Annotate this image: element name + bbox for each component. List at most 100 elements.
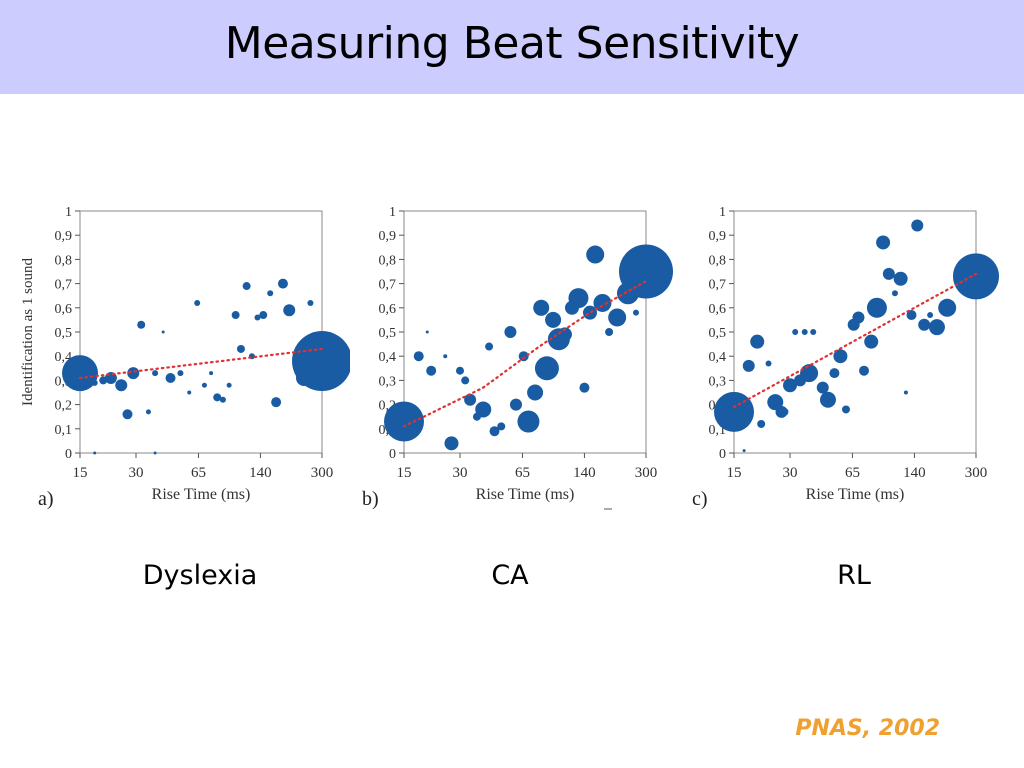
y-tick-label: 0,2 bbox=[55, 399, 73, 414]
data-point bbox=[517, 410, 540, 433]
data-point bbox=[455, 366, 464, 375]
data-point bbox=[545, 311, 562, 328]
data-point bbox=[277, 278, 288, 289]
data-point bbox=[91, 379, 98, 386]
data-point bbox=[231, 311, 240, 320]
data-point bbox=[93, 451, 97, 455]
data-point bbox=[443, 354, 448, 359]
data-point bbox=[62, 355, 98, 392]
data-point bbox=[616, 282, 639, 305]
y-tick-label: 0,9 bbox=[709, 229, 727, 244]
data-point bbox=[177, 370, 184, 377]
chart-ca: 00,10,20,30,40,50,60,70,80,9115306514030… bbox=[334, 195, 674, 515]
data-point bbox=[911, 219, 924, 232]
data-point bbox=[864, 334, 879, 349]
y-tick-label: 0,7 bbox=[379, 278, 397, 293]
data-point bbox=[586, 245, 605, 264]
chart-svg: 00,10,20,30,40,50,60,70,80,9115306514030… bbox=[362, 205, 673, 510]
data-point bbox=[593, 293, 612, 312]
trend-line bbox=[402, 280, 648, 428]
data-point bbox=[579, 382, 590, 393]
plot-frame bbox=[79, 210, 323, 454]
data-point bbox=[866, 297, 887, 318]
data-point bbox=[903, 390, 908, 395]
y-axis-label: Identification as 1 sound bbox=[20, 258, 36, 406]
data-point bbox=[829, 368, 840, 379]
data-point bbox=[605, 328, 614, 336]
data-point bbox=[750, 334, 765, 349]
data-point bbox=[472, 412, 481, 421]
data-point bbox=[259, 311, 268, 320]
data-point bbox=[583, 305, 598, 320]
data-point bbox=[254, 314, 261, 321]
chart-svg: 00,10,20,30,40,50,60,70,80,9115306514030… bbox=[692, 205, 999, 510]
y-tick-label: 1 bbox=[719, 205, 726, 220]
data-point bbox=[928, 319, 945, 336]
trend-line bbox=[732, 272, 978, 409]
data-point bbox=[194, 299, 201, 306]
data-point bbox=[413, 351, 424, 362]
y-tick-label: 0,3 bbox=[379, 374, 397, 389]
data-point bbox=[906, 310, 917, 321]
data-point bbox=[461, 376, 470, 385]
y-tick-label: 0,5 bbox=[55, 326, 73, 341]
x-tick-label: 30 bbox=[782, 465, 797, 481]
caption-dyslexia: Dyslexia bbox=[142, 560, 258, 591]
chart-dyslexia: 0 0,1 0,2 0,3 0,4 0,5 0,6 0,7 0,8 0,9 1 15 30 65 140 30… bbox=[10, 195, 350, 515]
y-tick-label: 1 bbox=[65, 205, 72, 220]
x-tick-label: 15 bbox=[727, 465, 742, 481]
data-point bbox=[780, 407, 789, 416]
data-point bbox=[267, 290, 274, 297]
data-point bbox=[497, 422, 506, 431]
x-tick-label: 300 bbox=[965, 465, 988, 481]
x-axis-label: Rise Time (ms) bbox=[476, 486, 575, 503]
data-point bbox=[527, 384, 544, 401]
data-point bbox=[927, 312, 934, 319]
data-point bbox=[489, 426, 500, 437]
data-point bbox=[816, 381, 829, 394]
data-point bbox=[852, 311, 865, 324]
y-tick-label: 0,5 bbox=[709, 326, 727, 341]
y-tick-label: 0,8 bbox=[379, 253, 397, 268]
data-point bbox=[757, 419, 766, 428]
y-tick-label: 0 bbox=[389, 447, 396, 462]
y-tick-label: 0,6 bbox=[55, 302, 73, 317]
x-tick-label: 300 bbox=[311, 465, 334, 481]
data-point bbox=[213, 393, 222, 402]
y-tick-label: 0,1 bbox=[55, 423, 73, 438]
data-point bbox=[226, 382, 232, 388]
data-point bbox=[953, 253, 999, 300]
y-tick-label: 0 bbox=[65, 447, 72, 462]
data-point bbox=[165, 372, 176, 383]
y-tick-label: 0,8 bbox=[55, 253, 73, 268]
x-axis-label: Rise Time (ms) bbox=[806, 486, 905, 503]
y-tick-label: 0,8 bbox=[709, 253, 727, 268]
y-tick-label: 0,3 bbox=[709, 374, 727, 389]
data-point bbox=[557, 327, 572, 342]
panel-label: a) bbox=[38, 488, 54, 510]
data-point bbox=[833, 349, 848, 364]
x-tick-label: 140 bbox=[249, 465, 272, 481]
data-point bbox=[518, 351, 529, 362]
data-point bbox=[534, 356, 559, 381]
data-point bbox=[938, 298, 957, 317]
data-point bbox=[384, 401, 424, 442]
data-point bbox=[767, 394, 784, 411]
y-tick-label: 0,4 bbox=[379, 350, 397, 365]
y-tick-label: 0,7 bbox=[709, 278, 727, 293]
data-point bbox=[801, 329, 808, 335]
x-tick-label: 65 bbox=[191, 465, 206, 481]
data-point bbox=[295, 369, 312, 386]
data-point bbox=[99, 376, 108, 385]
title-bar bbox=[0, 0, 1024, 94]
data-point bbox=[201, 382, 207, 388]
data-point bbox=[742, 359, 755, 372]
data-point bbox=[859, 365, 870, 376]
slide-title: Measuring Beat Sensitivity bbox=[224, 18, 800, 69]
data-point bbox=[882, 267, 895, 280]
data-point bbox=[782, 378, 797, 393]
data-point bbox=[137, 320, 146, 329]
chart-rl: 00,10,20,30,40,50,60,70,80,9115306514030… bbox=[664, 195, 1004, 515]
data-point bbox=[283, 304, 296, 317]
